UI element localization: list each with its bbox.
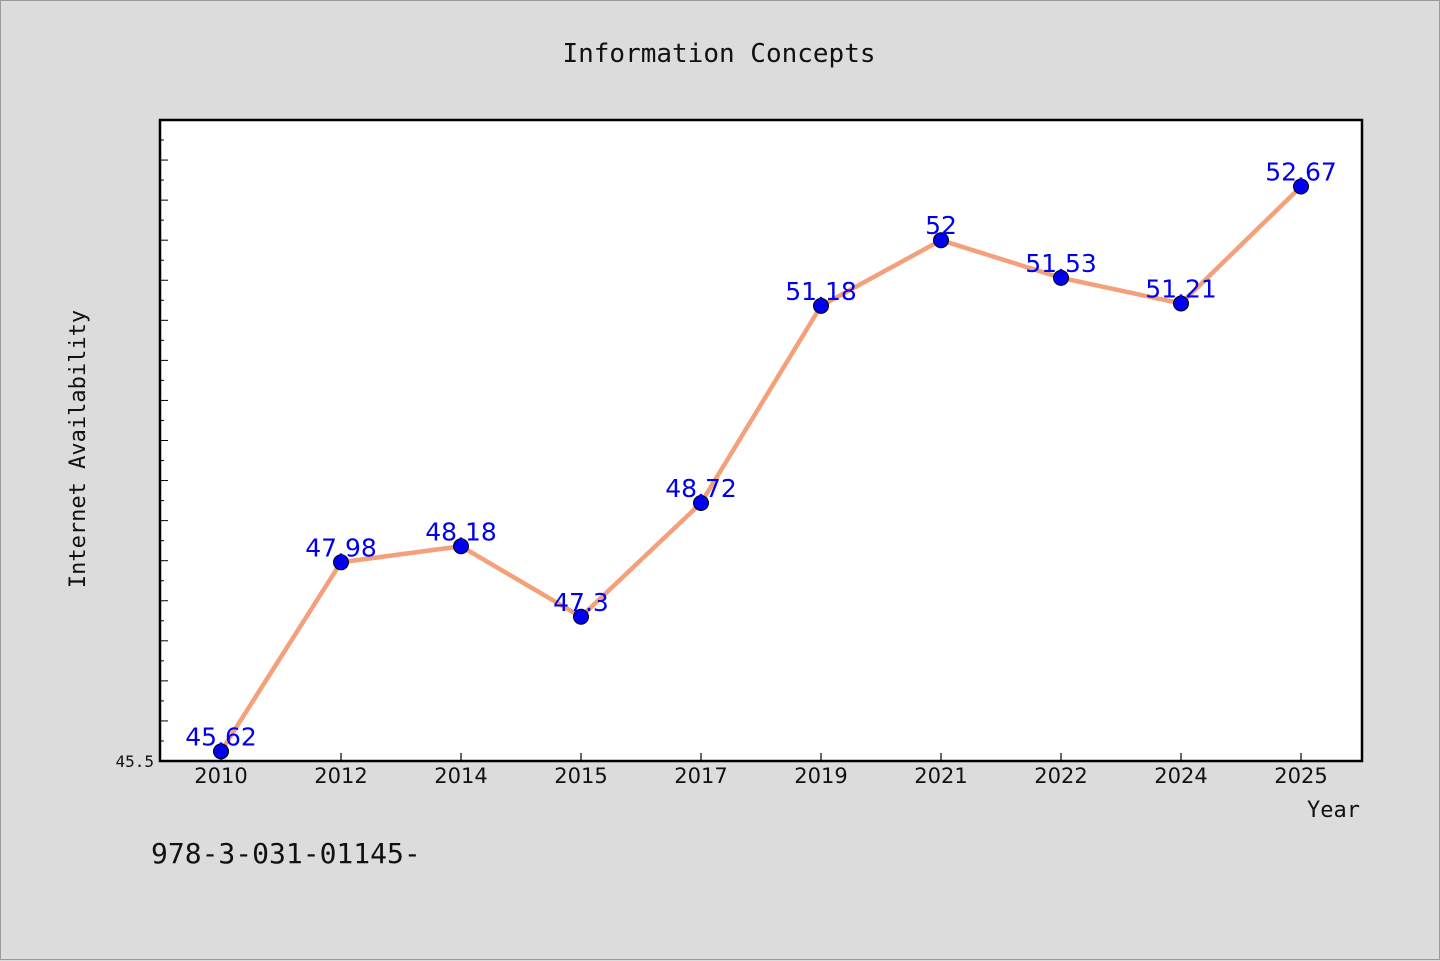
data-point (1053, 269, 1069, 286)
plot-area (158, 118, 1364, 763)
data-label: 48.72 (665, 474, 737, 503)
data-label: 52 (925, 211, 957, 240)
data-label: 52.67 (1265, 158, 1337, 187)
data-label: 47.3 (553, 588, 609, 617)
data-point (933, 232, 949, 249)
x-tick-label: 2012 (314, 764, 367, 788)
data-label: 51.18 (785, 277, 857, 306)
x-tick-label: 2017 (674, 764, 727, 788)
x-tick-label: 2024 (1154, 764, 1207, 788)
data-label: 51.53 (1025, 249, 1097, 278)
footer-text: 978-3-031-01145- (151, 837, 421, 870)
data-point (573, 608, 589, 625)
x-axis-label: Year (1307, 798, 1360, 823)
x-tick-label: 2021 (914, 764, 967, 788)
x-tick-label: 2015 (554, 764, 607, 788)
y-tick-label: 45.5 (115, 752, 154, 771)
x-tick-label: 2025 (1274, 764, 1327, 788)
data-point (333, 554, 349, 571)
data-label: 45.62 (185, 722, 257, 751)
data-label: 47.98 (305, 533, 377, 562)
chart-title: Information Concepts (562, 39, 875, 69)
data-point (693, 494, 709, 511)
x-tick-label: 2019 (794, 764, 847, 788)
data-point (1173, 295, 1189, 312)
data-point (1293, 178, 1309, 195)
data-point (453, 538, 469, 555)
data-label: 48.18 (425, 517, 497, 546)
x-tick-label: 2010 (194, 764, 247, 788)
x-tick-label: 2022 (1034, 764, 1087, 788)
data-point (813, 297, 829, 314)
x-tick-label: 2014 (434, 764, 487, 788)
data-label: 51.21 (1145, 274, 1217, 303)
y-axis-ticks (160, 119, 168, 762)
y-axis-label: Internet Availability (66, 310, 91, 588)
x-axis-ticks: 2010 2012 2014 2015 2017 2019 2021 2022 2024 2025 (194, 753, 1328, 788)
series-line (218, 184, 1304, 754)
data-point (213, 743, 229, 760)
series: 45.62 47.98 48.18 47.3 48.72 51.18 52 51.53 51.2… (185, 158, 1337, 760)
